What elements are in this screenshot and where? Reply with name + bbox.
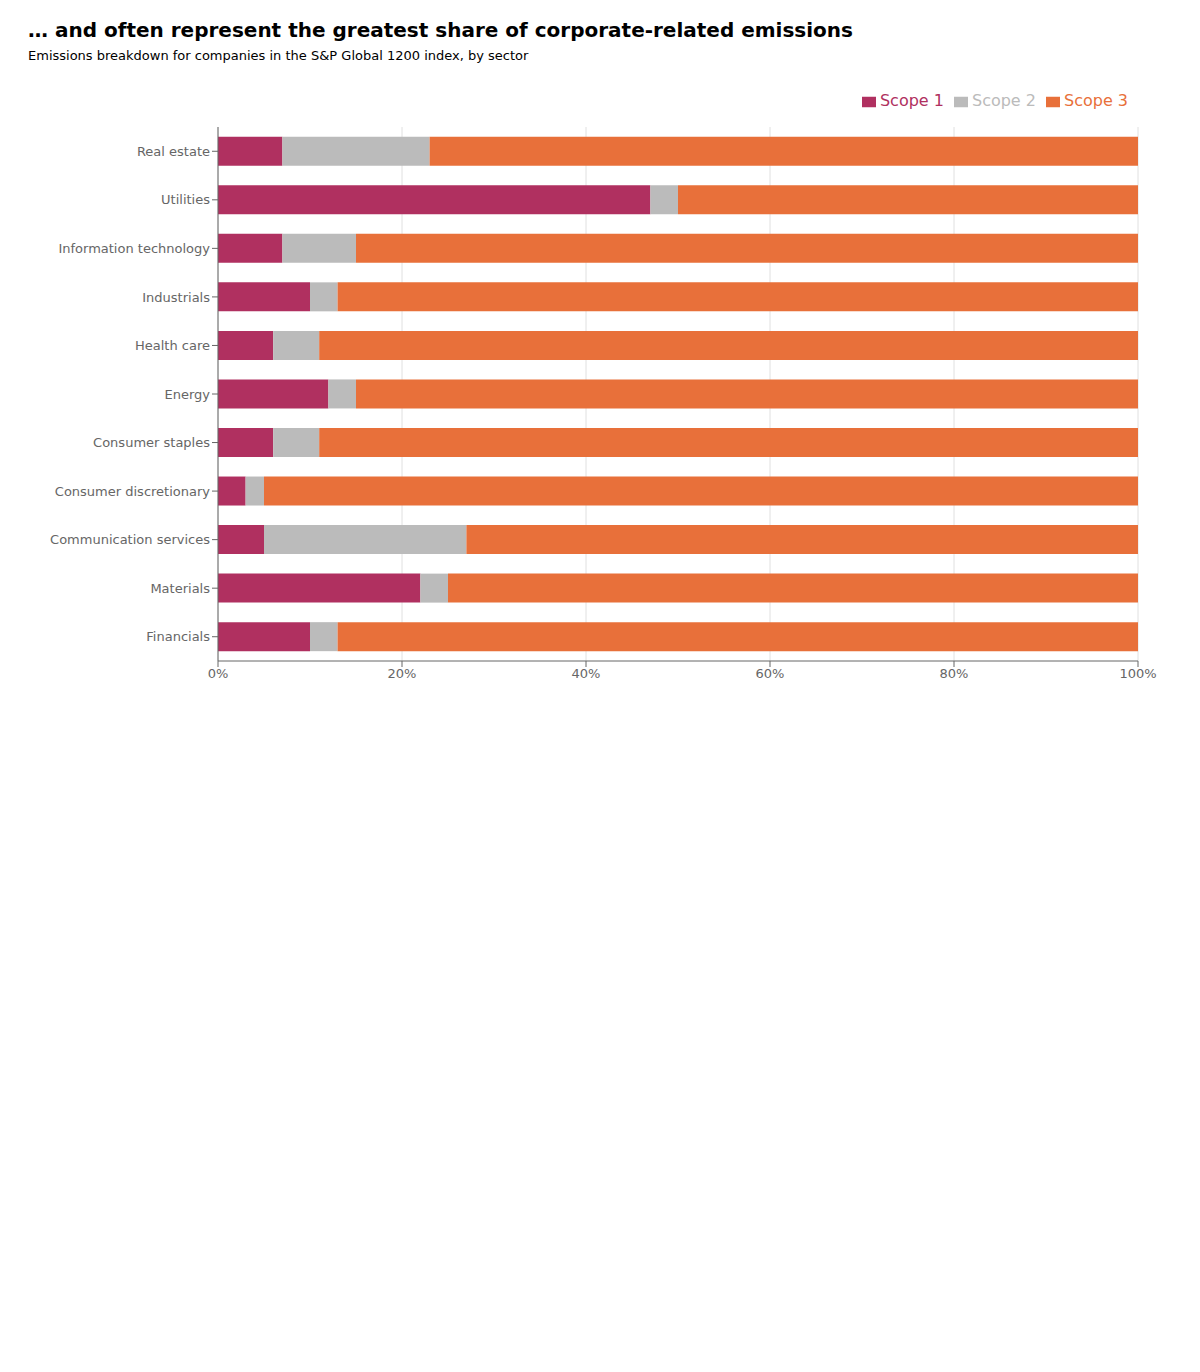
svg-text:Communication services: Communication services (50, 532, 210, 547)
svg-text:80%: 80% (940, 666, 969, 681)
svg-text:Information technology: Information technology (58, 241, 210, 256)
svg-text:Real estate: Real estate (137, 144, 210, 159)
svg-text:0%: 0% (208, 666, 229, 681)
svg-text:40%: 40% (572, 666, 601, 681)
svg-text:Energy: Energy (164, 387, 210, 402)
html-text:Scope 2: Scope 2 (972, 91, 1036, 110)
svg-text:60%: 60% (756, 666, 785, 681)
html-text:Scope 1: Scope 1 (880, 91, 944, 110)
svg-text:Utilities: Utilities (161, 192, 210, 207)
svg-text:20%: 20% (388, 666, 417, 681)
html-text:Emissions breakdown for compan: Emissions breakdown for companies in the… (28, 48, 529, 63)
svg-text:Consumer staples: Consumer staples (93, 435, 210, 450)
html-text:… and often represent the grea: … and often represent the greatest share… (28, 18, 853, 42)
html-text:Scope 3: Scope 3 (1064, 91, 1128, 110)
svg-text:Industrials: Industrials (142, 290, 210, 305)
svg-text:Consumer discretionary: Consumer discretionary (55, 484, 210, 499)
svg-text:Health care: Health care (135, 338, 210, 353)
svg-text:100%: 100% (1119, 666, 1156, 681)
svg-text:Financials: Financials (146, 629, 210, 644)
svg-text:Materials: Materials (150, 581, 210, 596)
